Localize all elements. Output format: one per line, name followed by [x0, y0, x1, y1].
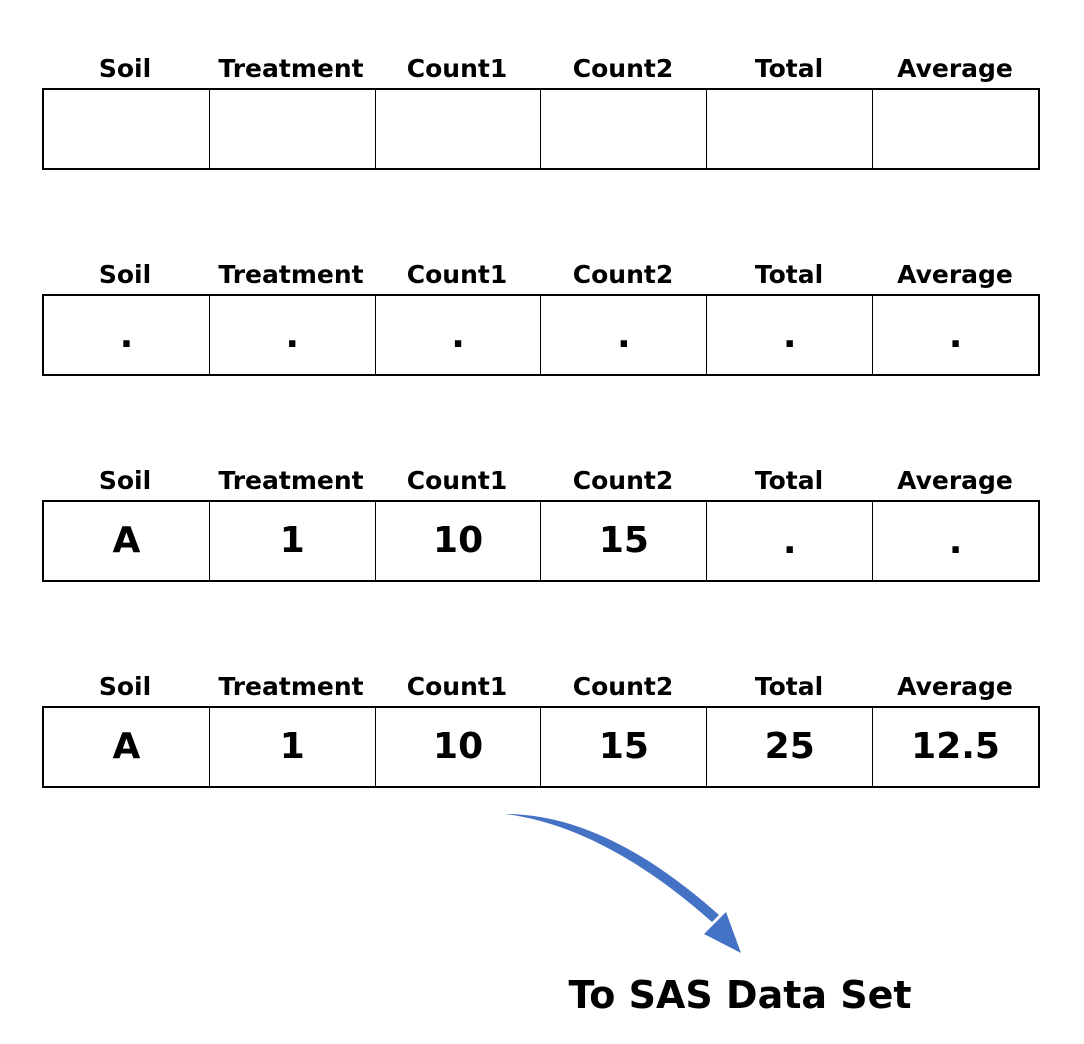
cell-soil: . — [44, 296, 210, 374]
cell-soil: A — [44, 502, 210, 580]
pdv-block-1: Soil Treatment Count1 Count2 Total Avera… — [42, 52, 1040, 170]
column-header-row: Soil Treatment Count1 Count2 Total Avera… — [42, 464, 1040, 500]
cell-count2 — [541, 90, 707, 168]
cell-average: . — [873, 502, 1038, 580]
column-header-count2: Count2 — [540, 52, 706, 86]
cell-total: 25 — [707, 708, 873, 786]
column-header-soil: Soil — [42, 464, 208, 498]
column-header-soil: Soil — [42, 670, 208, 704]
column-header-average: Average — [872, 670, 1038, 704]
column-header-count1: Count1 — [374, 258, 540, 292]
column-header-treatment: Treatment — [208, 52, 374, 86]
data-row: A 1 10 15 25 12.5 — [42, 706, 1040, 788]
pdv-block-2: Soil Treatment Count1 Count2 Total Avera… — [42, 258, 1040, 376]
column-header-total: Total — [706, 258, 872, 292]
cell-total — [707, 90, 873, 168]
column-header-soil: Soil — [42, 52, 208, 86]
column-header-total: Total — [706, 464, 872, 498]
column-header-treatment: Treatment — [208, 258, 374, 292]
column-header-average: Average — [872, 52, 1038, 86]
pdv-block-4: Soil Treatment Count1 Count2 Total Avera… — [42, 670, 1040, 788]
arrow-shaft — [505, 814, 719, 922]
pdv-block-3: Soil Treatment Count1 Count2 Total Avera… — [42, 464, 1040, 582]
cell-treatment: 1 — [210, 502, 376, 580]
column-header-count2: Count2 — [540, 258, 706, 292]
column-header-row: Soil Treatment Count1 Count2 Total Avera… — [42, 258, 1040, 294]
cell-count2: . — [541, 296, 707, 374]
cell-count2: 15 — [541, 708, 707, 786]
cell-soil — [44, 90, 210, 168]
column-header-soil: Soil — [42, 258, 208, 292]
column-header-count2: Count2 — [540, 670, 706, 704]
data-row: . . . . . . — [42, 294, 1040, 376]
cell-total: . — [707, 502, 873, 580]
cell-average: . — [873, 296, 1038, 374]
column-header-average: Average — [872, 258, 1038, 292]
cell-count1: 10 — [376, 502, 542, 580]
cell-soil: A — [44, 708, 210, 786]
cell-treatment: . — [210, 296, 376, 374]
column-header-total: Total — [706, 670, 872, 704]
cell-average — [873, 90, 1038, 168]
data-row — [42, 88, 1040, 170]
cell-total: . — [707, 296, 873, 374]
column-header-count2: Count2 — [540, 464, 706, 498]
cell-count2: 15 — [541, 502, 707, 580]
column-header-count1: Count1 — [374, 464, 540, 498]
column-header-count1: Count1 — [374, 52, 540, 86]
cell-count1: 10 — [376, 708, 542, 786]
cell-count1: . — [376, 296, 542, 374]
column-header-average: Average — [872, 464, 1038, 498]
column-header-count1: Count1 — [374, 670, 540, 704]
cell-count1 — [376, 90, 542, 168]
cell-treatment — [210, 90, 376, 168]
cell-average: 12.5 — [873, 708, 1038, 786]
column-header-treatment: Treatment — [208, 670, 374, 704]
caption: To SAS Data Set — [560, 968, 920, 1022]
column-header-row: Soil Treatment Count1 Count2 Total Avera… — [42, 52, 1040, 88]
column-header-row: Soil Treatment Count1 Count2 Total Avera… — [42, 670, 1040, 706]
column-header-treatment: Treatment — [208, 464, 374, 498]
column-header-total: Total — [706, 52, 872, 86]
cell-treatment: 1 — [210, 708, 376, 786]
arrow-head — [704, 912, 741, 953]
data-row: A 1 10 15 . . — [42, 500, 1040, 582]
